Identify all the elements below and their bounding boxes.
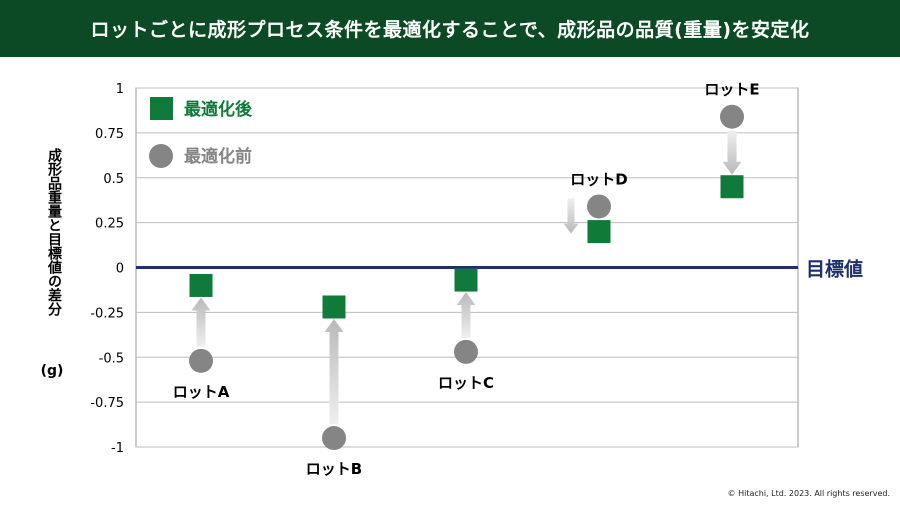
y-axis-unit: (g) xyxy=(40,363,64,379)
change-arrow xyxy=(456,292,476,338)
after-point xyxy=(720,175,744,199)
after-point xyxy=(322,295,346,319)
lot-label: ロットC xyxy=(438,374,494,392)
y-tick-label: 0.75 xyxy=(95,127,124,142)
after-point xyxy=(587,220,611,244)
legend-label-after: 最適化後 xyxy=(184,99,253,120)
legend-marker-before xyxy=(149,144,173,168)
y-tick-label: 1 xyxy=(116,82,124,97)
y-tick-label: 0.5 xyxy=(103,172,124,187)
lot-label: ロットA xyxy=(173,383,230,401)
target-line-label: 目標値 xyxy=(806,258,863,281)
legend-label-before: 最適化前 xyxy=(184,146,252,167)
legend-marker-after xyxy=(150,97,173,120)
change-arrow xyxy=(324,318,344,425)
after-point xyxy=(189,273,213,297)
before-point xyxy=(720,104,744,129)
lot-label: ロットB xyxy=(306,460,362,478)
copyright-notice: © Hitachi, Ltd. 2023. All rights reserve… xyxy=(727,489,890,498)
page-title: ロットごとに成形プロセス条件を最適化することで、成形品の品質(重量)を安定化 xyxy=(0,0,900,57)
y-tick-label: 0.25 xyxy=(95,217,124,232)
before-point xyxy=(454,339,478,364)
before-point xyxy=(189,348,213,373)
change-arrow xyxy=(191,297,211,347)
change-arrow xyxy=(722,130,742,175)
y-axis-label: 成形品重量と目標値の差分 xyxy=(46,148,62,316)
y-tick-label: -1 xyxy=(111,441,124,456)
lot-label: ロットD xyxy=(570,170,627,188)
before-point xyxy=(587,194,611,219)
after-point xyxy=(454,268,478,292)
change-arrow xyxy=(563,198,579,234)
y-tick-label: 0 xyxy=(116,262,124,277)
lot-label: ロットE xyxy=(704,81,759,99)
y-tick-label: -0.5 xyxy=(99,351,124,366)
y-tick-label: -0.75 xyxy=(90,396,124,411)
y-tick-label: -0.25 xyxy=(90,306,124,321)
before-point xyxy=(322,426,346,451)
